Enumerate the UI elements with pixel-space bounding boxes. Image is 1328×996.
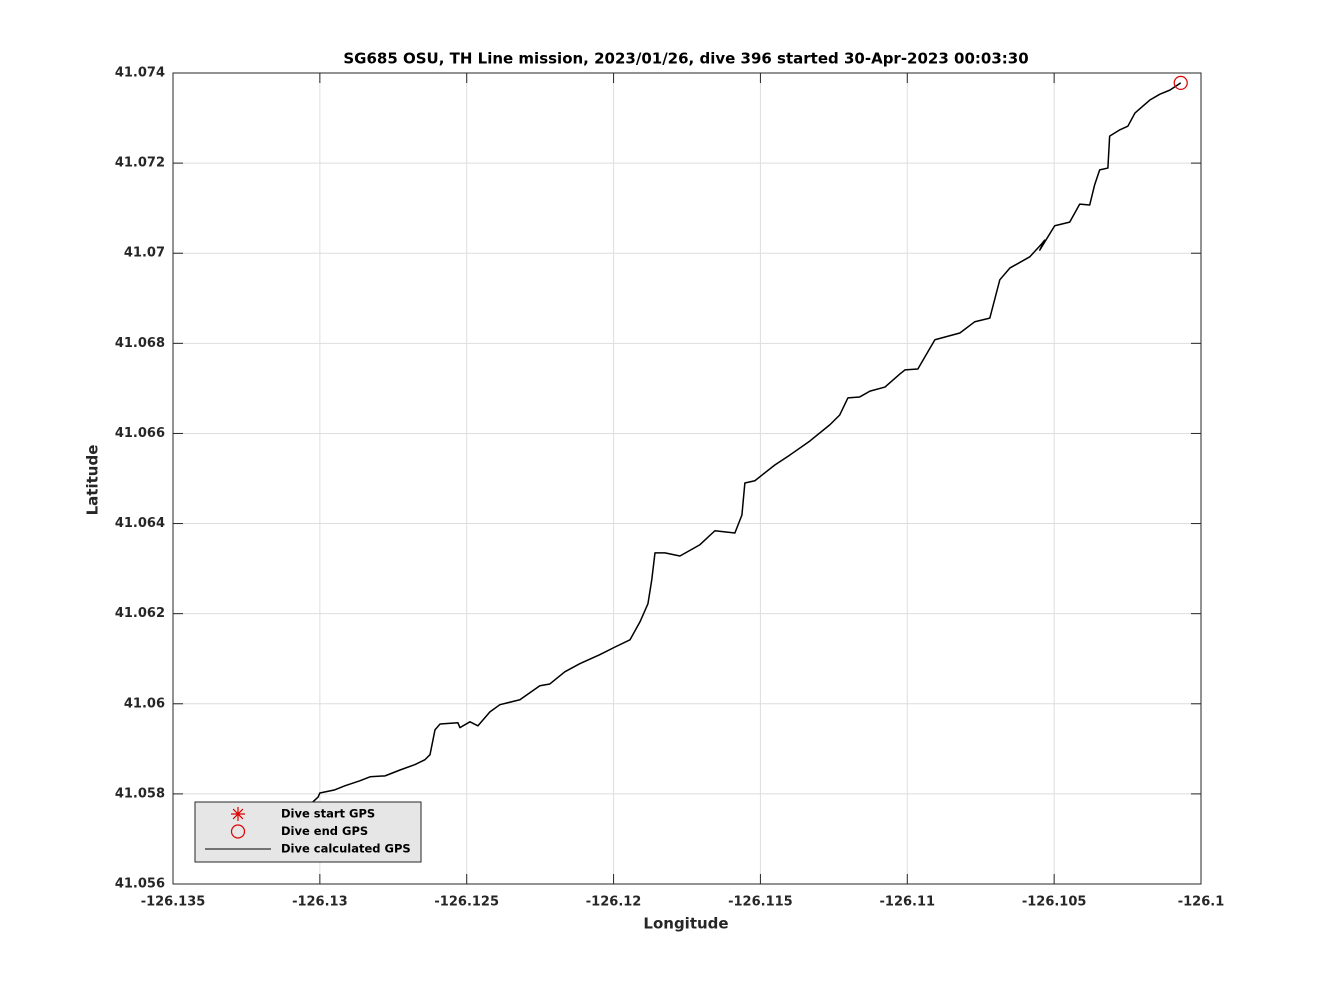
end-marker bbox=[1173, 75, 1188, 91]
legend-label: Dive start GPS bbox=[281, 807, 375, 821]
x-tick-label: -126.12 bbox=[586, 895, 642, 910]
y-axis-label: Latitude bbox=[84, 445, 102, 516]
legend-symbol bbox=[230, 824, 246, 839]
x-tick-label: -126.125 bbox=[434, 895, 499, 910]
y-tick-label: 41.062 bbox=[115, 606, 165, 621]
y-tick-label: 41.074 bbox=[115, 66, 165, 81]
legend-symbol bbox=[231, 807, 245, 821]
y-tick-label: 41.058 bbox=[115, 786, 165, 801]
y-tick-label: 41.064 bbox=[115, 516, 165, 531]
y-tick-label: 41.068 bbox=[115, 336, 165, 351]
legend-label: Dive calculated GPS bbox=[281, 842, 411, 856]
plot-frame bbox=[172, 72, 1202, 885]
x-tick-label: -126.11 bbox=[880, 895, 936, 910]
y-tick-label: 41.066 bbox=[115, 426, 165, 441]
x-tick-label: -126.115 bbox=[728, 895, 793, 910]
chart-title: SG685 OSU, TH Line mission, 2023/01/26, … bbox=[343, 50, 1028, 68]
x-tick-label: -126.1 bbox=[1178, 895, 1225, 910]
gps-track bbox=[275, 82, 1182, 836]
y-tick-label: 41.056 bbox=[115, 877, 165, 892]
legend-label: Dive end GPS bbox=[281, 824, 368, 838]
x-axis-label: Longitude bbox=[643, 915, 728, 933]
y-tick-label: 41.06 bbox=[124, 696, 165, 711]
legend-box bbox=[194, 801, 422, 863]
x-tick-label: -126.135 bbox=[141, 895, 206, 910]
x-tick-label: -126.13 bbox=[292, 895, 348, 910]
y-tick-label: 41.072 bbox=[115, 156, 165, 171]
y-tick-label: 41.07 bbox=[124, 246, 165, 261]
x-tick-label: -126.105 bbox=[1022, 895, 1087, 910]
